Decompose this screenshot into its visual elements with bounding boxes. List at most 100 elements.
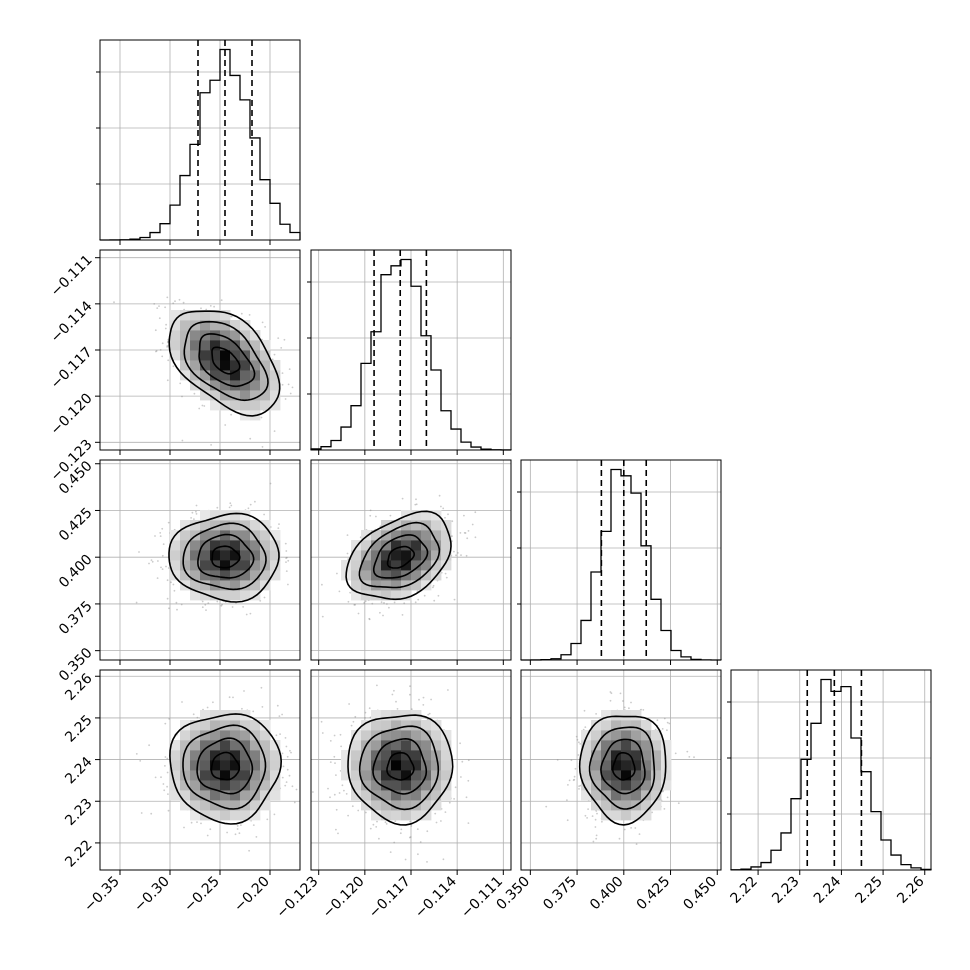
scatter-point <box>340 745 342 748</box>
density-cell <box>441 770 452 781</box>
density-cell <box>411 800 422 811</box>
scatter-point <box>343 789 345 792</box>
scatter-point <box>277 527 280 529</box>
scatter-point <box>623 706 626 709</box>
density-cell <box>220 370 231 381</box>
density-cell <box>371 780 382 791</box>
scatter-point <box>205 308 208 311</box>
density-cell <box>270 360 281 371</box>
density-cell <box>611 740 622 751</box>
scatter-point <box>474 511 477 514</box>
x-tick-label: 2.22 <box>728 874 761 907</box>
density-cell <box>371 530 382 541</box>
scatter-point <box>307 364 309 366</box>
scatter-point <box>278 523 280 525</box>
density-cell <box>180 760 191 771</box>
scatter-point <box>273 430 276 432</box>
scatter-point <box>286 768 289 771</box>
density-cell <box>240 730 251 741</box>
contour-line <box>578 715 667 826</box>
scatter-point <box>375 515 377 518</box>
scatter-point <box>393 841 396 844</box>
scatter-point <box>423 594 426 597</box>
scatter-point <box>280 347 283 349</box>
scatter-point <box>651 811 653 814</box>
density-cell <box>200 390 211 401</box>
scatter-point <box>167 521 170 524</box>
scatter-point <box>164 765 166 767</box>
scatter-point <box>312 547 314 549</box>
scatter-point <box>285 781 288 783</box>
scatter-point <box>401 614 404 616</box>
density-cell <box>180 310 191 321</box>
scatter-point <box>438 494 441 497</box>
scatter-point <box>166 785 169 788</box>
density-cell <box>661 750 672 761</box>
density-cell <box>220 800 231 811</box>
density-cell <box>220 790 231 801</box>
scatter-point <box>154 329 157 332</box>
density-cell <box>200 740 211 751</box>
density-cell <box>641 810 652 821</box>
scatter-point <box>273 353 276 356</box>
scatter-point <box>379 611 381 614</box>
y-tick-labels-4: 2.222.232.242.252.26 <box>62 671 95 871</box>
density-cell <box>260 530 271 541</box>
scatter-point <box>135 601 138 604</box>
density-cell <box>190 350 201 361</box>
density-cell <box>581 770 592 781</box>
density-cell <box>240 560 251 571</box>
density-cell <box>391 800 402 811</box>
density-cell <box>401 730 412 741</box>
scatter-point <box>567 784 569 786</box>
density-cell <box>220 740 231 751</box>
density-cell <box>230 520 241 531</box>
density-cell <box>200 760 211 771</box>
scatter-point <box>263 596 266 599</box>
density-cell <box>200 720 211 731</box>
density-cell <box>381 800 392 811</box>
density-cell <box>421 570 432 581</box>
scatter-point <box>226 831 229 834</box>
scatter-point <box>289 392 292 395</box>
contour-line <box>169 713 283 825</box>
scatter-point <box>168 718 171 720</box>
scatter-point <box>354 715 357 718</box>
density-cell <box>431 540 442 551</box>
scatter-point <box>338 590 341 593</box>
density-cell <box>230 760 241 771</box>
histogram-panel-4 <box>727 669 932 871</box>
density-cell <box>230 330 241 341</box>
scatter-point <box>290 751 292 754</box>
scatter-point <box>275 734 278 737</box>
density-cell <box>220 730 231 741</box>
density-cell <box>240 770 251 781</box>
scatter-point <box>164 756 167 758</box>
scatter-point <box>365 811 367 814</box>
density-cell <box>270 770 281 781</box>
density-cell <box>351 540 362 551</box>
contour-line <box>211 545 241 569</box>
scatter-point <box>153 303 156 305</box>
density-cell <box>170 790 181 801</box>
scatter-point <box>688 756 691 758</box>
scatter-point <box>249 612 252 615</box>
density-cell <box>651 740 662 751</box>
scatter-point <box>216 506 219 509</box>
density-cell <box>601 770 612 781</box>
density-cell <box>200 350 211 361</box>
density-cell <box>230 800 241 811</box>
density-cell <box>381 550 392 561</box>
density-cell <box>210 510 221 521</box>
density-cell <box>431 800 442 811</box>
density-cell <box>401 750 412 761</box>
density-cell <box>220 310 231 321</box>
density-cell <box>270 540 281 551</box>
contour-line <box>198 333 256 388</box>
scatter-point <box>201 600 204 603</box>
scatter-point <box>619 692 622 695</box>
scatter-point <box>595 713 597 715</box>
scatter-point <box>447 689 449 691</box>
density-cell <box>190 540 201 551</box>
density-cell <box>230 550 241 561</box>
